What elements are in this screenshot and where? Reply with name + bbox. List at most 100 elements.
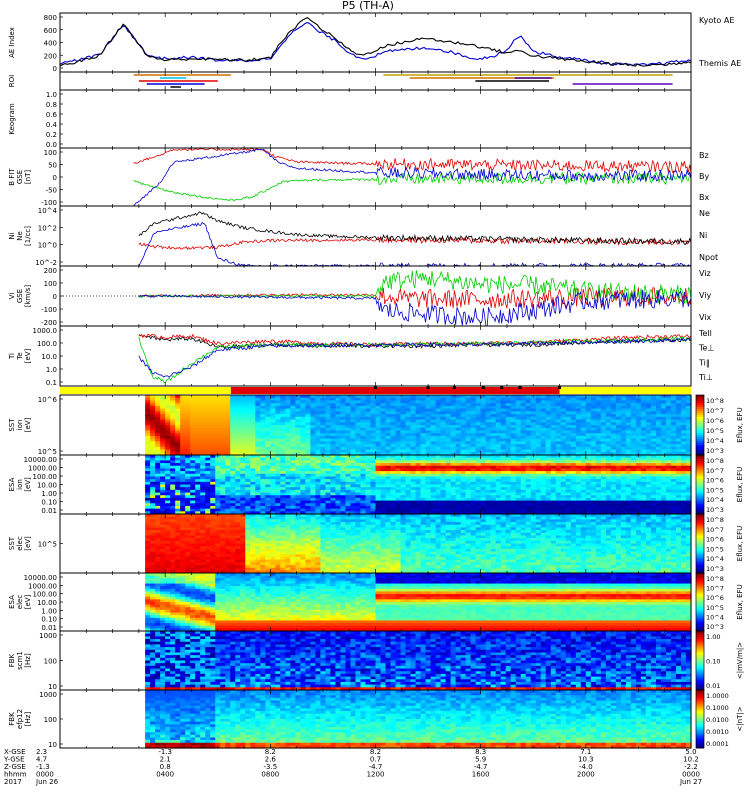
spectrogram-cell-sst_i bbox=[415, 444, 422, 448]
spectrogram-cell-esa_i bbox=[285, 468, 291, 472]
spectrogram-cell-esa_i bbox=[340, 460, 347, 464]
spectrogram-cell-esa_i bbox=[280, 457, 286, 461]
spectrogram-cell-esa_i bbox=[250, 492, 256, 496]
spectrogram-cell-esa_i bbox=[270, 455, 276, 459]
spectrogram-cell-esa_i bbox=[160, 463, 166, 467]
spectrogram-cell-sst_i bbox=[355, 397, 362, 402]
spectrogram-cell-esa_i bbox=[225, 487, 231, 491]
spectrogram-cell-esa_i bbox=[160, 457, 166, 461]
spectrogram-cell-esa_i bbox=[295, 503, 301, 507]
spectrogram-cell-esa_i bbox=[270, 468, 276, 472]
spectrogram-cell-esa_i bbox=[355, 460, 362, 464]
spectrogram-cell-sst_i bbox=[520, 435, 527, 440]
spectrogram-cell-sst_i bbox=[630, 452, 637, 456]
spectrogram-cell-esa_i bbox=[275, 479, 281, 483]
spectrogram-cell-sst_i bbox=[180, 425, 186, 429]
spectrogram-cell-esa_i bbox=[245, 473, 251, 478]
spectrogram-cell-sst_i bbox=[615, 425, 622, 429]
spectrogram-cell-esa_i bbox=[345, 455, 352, 459]
spectrogram-cell-esa_i bbox=[475, 492, 482, 496]
spectrogram-cell-esa_i bbox=[395, 497, 402, 502]
spectrogram-cell-sst_i bbox=[175, 449, 181, 453]
spectrogram-cell-esa_i bbox=[180, 505, 186, 510]
spectrogram-cell-esa_i bbox=[355, 487, 362, 491]
spectrogram-cell-sst_i bbox=[335, 452, 342, 456]
spectrogram-cell-esa_i bbox=[195, 468, 201, 472]
spectrogram-cell-esa_i bbox=[330, 471, 337, 475]
spectrogram-cell-esa_i bbox=[460, 457, 467, 461]
spectrogram-cell-esa_i bbox=[475, 460, 482, 464]
spectrogram-cell-sst_i bbox=[220, 400, 226, 404]
spectrogram-cell-sst_i bbox=[500, 433, 507, 437]
spectrogram-cell-sst_i bbox=[345, 438, 352, 442]
spectrogram-cell-esa_i bbox=[420, 460, 427, 464]
spectrogram-cell-esa_i bbox=[400, 487, 407, 491]
spectrogram-cell-sst_i bbox=[545, 435, 552, 440]
spectrogram-cell-sst_i bbox=[375, 441, 382, 445]
spectrogram-cell-sst_i bbox=[195, 400, 201, 404]
spectrogram-cell-sst_i bbox=[365, 449, 372, 453]
spectrogram-cell-sst_i bbox=[675, 430, 682, 434]
spectrogram-cell-sst_i bbox=[520, 397, 527, 402]
spectrogram-cell-sst_i bbox=[240, 422, 246, 426]
spectrogram-cell-sst_i bbox=[485, 441, 492, 445]
spectrogram-cell-sst_i bbox=[315, 427, 322, 432]
spectrogram-cell-sst_i bbox=[665, 419, 672, 423]
spectrogram-cell-esa_i bbox=[220, 465, 226, 470]
spectrogram-cell-esa_i bbox=[415, 511, 422, 515]
spectrogram-cell-esa_i bbox=[250, 468, 256, 472]
spectrogram-cell-sst_i bbox=[585, 414, 592, 418]
spectrogram-cell-sst_i bbox=[565, 425, 572, 429]
spectrogram-cell-sst_i bbox=[285, 408, 291, 412]
spectrogram-cell-sst_i bbox=[400, 435, 407, 440]
spectrogram-cell-sst_i bbox=[190, 427, 196, 432]
spectrogram-cell-esa_i bbox=[150, 465, 156, 470]
spectrogram-cell-sst_i bbox=[505, 446, 512, 451]
spectrogram-cell-sst_i bbox=[325, 416, 332, 421]
spectrogram-cell-esa_i bbox=[225, 479, 231, 483]
spectrogram-cell-sst_i bbox=[200, 444, 206, 448]
spectrogram-cell-sst_i bbox=[390, 435, 397, 440]
spectrogram-cell-esa_i bbox=[180, 476, 186, 480]
spectrogram-cell-sst_i bbox=[565, 414, 572, 418]
spectrogram-cell-sst_i bbox=[555, 444, 562, 448]
spectrogram-cell-sst_i bbox=[230, 408, 236, 412]
spectrogram-cell-sst_i bbox=[370, 452, 377, 456]
spectrogram-cell-sst_i bbox=[665, 397, 672, 402]
spectrogram-cell-sst_i bbox=[275, 405, 281, 410]
spectrogram-cell-sst_i bbox=[465, 441, 472, 445]
spectrogram-cell-sst_i bbox=[235, 416, 241, 421]
spectrogram-cell-esa_i bbox=[460, 487, 467, 491]
spectrogram-cell-esa_i bbox=[285, 492, 291, 496]
spectrogram-cell-sst_i bbox=[580, 397, 587, 402]
spectrogram-cell-esa_i bbox=[410, 479, 417, 483]
spectrogram-cell-sst_i bbox=[400, 433, 407, 437]
spectrogram-cell-sst_i bbox=[165, 441, 171, 445]
spectrogram-cell-esa_i bbox=[265, 463, 271, 467]
spectrogram-cell-sst_i bbox=[415, 395, 422, 399]
spectrogram-cell-esa_i bbox=[210, 460, 216, 464]
spectrogram-cell-sst_i bbox=[565, 438, 572, 442]
spectrogram-cell-sst_i bbox=[170, 416, 176, 421]
spectrogram-cell-sst_i bbox=[475, 400, 482, 404]
spectrogram-cell-sst_i bbox=[235, 438, 241, 442]
spectrogram-cell-esa_i bbox=[425, 489, 432, 494]
spectrogram-cell-sst_i bbox=[520, 446, 527, 451]
spectrogram-cell-esa_i bbox=[420, 495, 427, 499]
spectrogram-cell-sst_i bbox=[155, 444, 161, 448]
spectrogram-cell-esa_i bbox=[450, 508, 457, 512]
spectrogram-cell-esa_i bbox=[230, 460, 236, 464]
spectrogram-cell-sst_i bbox=[440, 427, 447, 432]
spectrogram-cell-sst_i bbox=[290, 438, 296, 442]
spectrogram-cell-sst_i bbox=[445, 419, 452, 423]
spectrogram-cell-sst_i bbox=[500, 416, 507, 421]
spectrogram-cell-sst_i bbox=[670, 411, 677, 415]
spectrogram-cell-sst_i bbox=[170, 441, 176, 445]
spectrogram-cell-esa_i bbox=[335, 476, 342, 480]
spectrogram-cell-sst_i bbox=[665, 422, 672, 426]
spectrogram-cell-sst_i bbox=[275, 400, 281, 404]
spectrogram-cell-esa_i bbox=[315, 476, 322, 480]
spectrogram-cell-sst_i bbox=[640, 435, 647, 440]
spectrogram-cell-sst_i bbox=[570, 446, 577, 451]
spectrogram-cell-esa_i bbox=[160, 468, 166, 472]
